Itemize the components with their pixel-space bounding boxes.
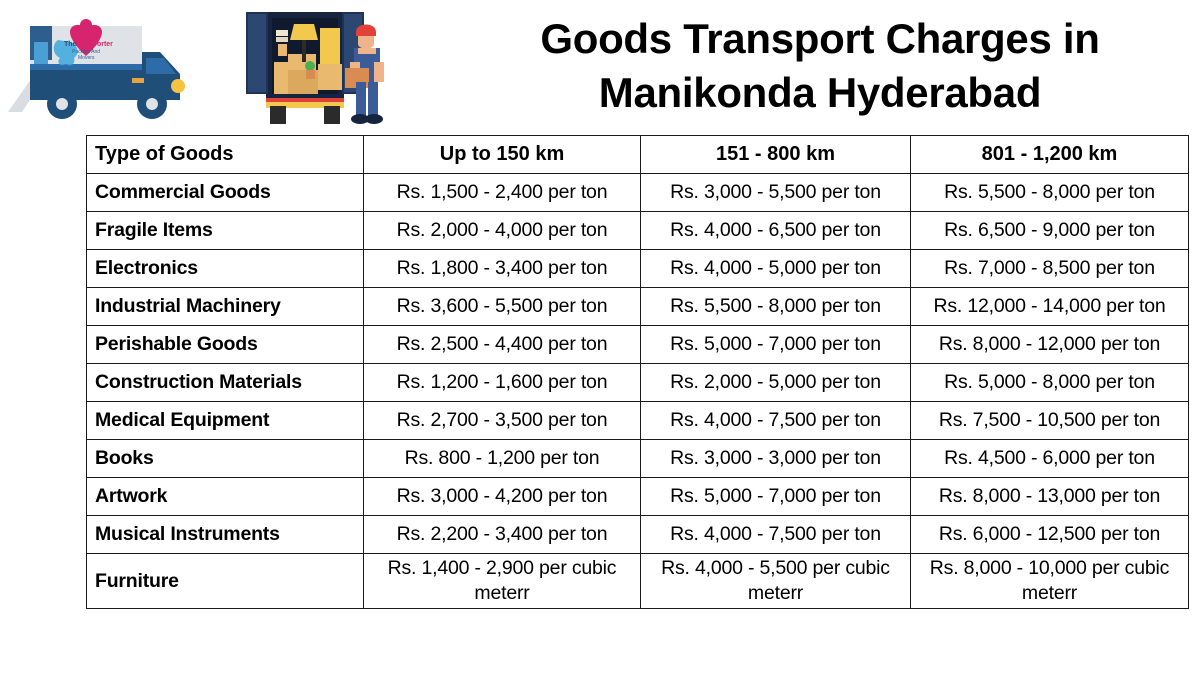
cell-rate-col2: Rs. 4,000 - 7,500 per ton [640, 515, 911, 554]
svg-text:Transporter: Transporter [74, 41, 113, 48]
cell-rate-col2: Rs. 4,000 - 6,500 per ton [640, 211, 911, 250]
open-moving-truck-icon [246, 12, 384, 124]
table-row: Furniture Rs. 1,400 - 2,900 per cubic met… [86, 553, 1189, 609]
cell-rate-col1: Rs. 2,500 - 4,400 per ton [363, 325, 641, 364]
cell-goods-type: Commercial Goods [86, 173, 364, 212]
cell-rate-col1: Rs. 2,200 - 3,400 per ton [363, 515, 641, 554]
svg-text:Movers: Movers [78, 55, 95, 61]
table-body: Commercial Goods Rs. 1,500 - 2,400 per to… [86, 173, 1189, 609]
blue-delivery-truck-icon: The Transporter Packers And Movers [8, 19, 185, 119]
table-row: Medical Equipment Rs. 2,700 - 3,500 per t… [86, 401, 1189, 440]
column-header-up-to-150km: Up to 150 km [363, 135, 641, 174]
cell-rate-col1: Rs. 2,000 - 4,000 per ton [363, 211, 641, 250]
cell-rate-col3: Rs. 7,500 - 10,500 per ton [910, 401, 1189, 440]
table-row: Artwork Rs. 3,000 - 4,200 per ton Rs. 5,00… [86, 477, 1189, 516]
table-row: Industrial Machinery Rs. 3,600 - 5,500 pe… [86, 287, 1189, 326]
column-header-151-800km: 151 - 800 km [640, 135, 911, 174]
cell-goods-type: Construction Materials [86, 363, 364, 402]
goods-transport-charges-table: Type of Goods Up to 150 km 151 - 800 km … [86, 135, 1189, 609]
table-row: Musical Instruments Rs. 2,200 - 3,400 per… [86, 515, 1189, 554]
column-header-type-of-goods: Type of Goods [86, 135, 364, 174]
cell-goods-type: Musical Instruments [86, 515, 364, 554]
cell-rate-col3: Rs. 5,500 - 8,000 per ton [910, 173, 1189, 212]
table-header: Type of Goods Up to 150 km 151 - 800 km … [86, 135, 1189, 174]
table-header-row: Type of Goods Up to 150 km 151 - 800 km … [86, 135, 1189, 174]
cell-rate-col3: Rs. 6,000 - 12,500 per ton [910, 515, 1189, 554]
cell-rate-col2: Rs. 4,000 - 5,000 per ton [640, 249, 911, 288]
table-row: Commercial Goods Rs. 1,500 - 2,400 per to… [86, 173, 1189, 212]
cell-rate-col3: Rs. 5,000 - 8,000 per ton [910, 363, 1189, 402]
cell-rate-col3: Rs. 4,500 - 6,000 per ton [910, 439, 1189, 478]
cell-rate-col3: Rs. 7,000 - 8,500 per ton [910, 249, 1189, 288]
cell-rate-col2: Rs. 4,000 - 7,500 per ton [640, 401, 911, 440]
cell-rate-col3: Rs. 8,000 - 13,000 per ton [910, 477, 1189, 516]
cell-goods-type: Electronics [86, 249, 364, 288]
table-row: Construction Materials Rs. 1,200 - 1,600 … [86, 363, 1189, 402]
cell-rate-col2: Rs. 5,000 - 7,000 per ton [640, 477, 911, 516]
cell-goods-type: Fragile Items [86, 211, 364, 250]
charges-table-container: Type of Goods Up to 150 km 151 - 800 km … [86, 135, 1189, 609]
column-header-801-1200km: 801 - 1,200 km [910, 135, 1189, 174]
cell-rate-col3: Rs. 8,000 - 12,000 per ton [910, 325, 1189, 364]
cell-rate-col2: Rs. 3,000 - 3,000 per ton [640, 439, 911, 478]
cell-rate-col2: Rs. 3,000 - 5,500 per ton [640, 173, 911, 212]
table-row: Fragile Items Rs. 2,000 - 4,000 per ton Rs… [86, 211, 1189, 250]
cell-rate-col1: Rs. 1,400 - 2,900 per cubic meterr [363, 553, 641, 609]
cell-rate-col2: Rs. 5,000 - 7,000 per ton [640, 325, 911, 364]
cell-rate-col1: Rs. 3,600 - 5,500 per ton [363, 287, 641, 326]
cell-goods-type: Artwork [86, 477, 364, 516]
page-title: Goods Transport Charges in Manikonda Hyd… [540, 15, 1100, 116]
cell-goods-type: Books [86, 439, 364, 478]
cell-rate-col1: Rs. 2,700 - 3,500 per ton [363, 401, 641, 440]
table-row: Electronics Rs. 1,800 - 3,400 per ton Rs. … [86, 249, 1189, 288]
cell-rate-col1: Rs. 1,200 - 1,600 per ton [363, 363, 641, 402]
cell-rate-col2: Rs. 4,000 - 5,500 per cubic meterr [640, 553, 911, 609]
cell-rate-col2: Rs. 2,000 - 5,000 per ton [640, 363, 911, 402]
cell-rate-col1: Rs. 1,500 - 2,400 per ton [363, 173, 641, 212]
table-row: Perishable Goods Rs. 2,500 - 4,400 per to… [86, 325, 1189, 364]
cell-goods-type: Furniture [86, 553, 364, 609]
cell-rate-col1: Rs. 800 - 1,200 per ton [363, 439, 641, 478]
cell-rate-col3: Rs. 6,500 - 9,000 per ton [910, 211, 1189, 250]
cell-rate-col1: Rs. 3,000 - 4,200 per ton [363, 477, 641, 516]
cell-goods-type: Perishable Goods [86, 325, 364, 364]
cell-rate-col2: Rs. 5,500 - 8,000 per ton [640, 287, 911, 326]
svg-text:Packers And: Packers And [72, 49, 100, 55]
cell-rate-col1: Rs. 1,800 - 3,400 per ton [363, 249, 641, 288]
table-row: Books Rs. 800 - 1,200 per ton Rs. 3,000 - … [86, 439, 1189, 478]
cell-goods-type: Industrial Machinery [86, 287, 364, 326]
svg-text:The: The [64, 41, 77, 48]
cell-rate-col3: Rs. 12,000 - 14,000 per ton [910, 287, 1189, 326]
header: The Transporter Packers And Movers [0, 0, 1200, 133]
cell-rate-col3: Rs. 8,000 - 10,000 per cubic meterr [910, 553, 1189, 609]
cell-goods-type: Medical Equipment [86, 401, 364, 440]
